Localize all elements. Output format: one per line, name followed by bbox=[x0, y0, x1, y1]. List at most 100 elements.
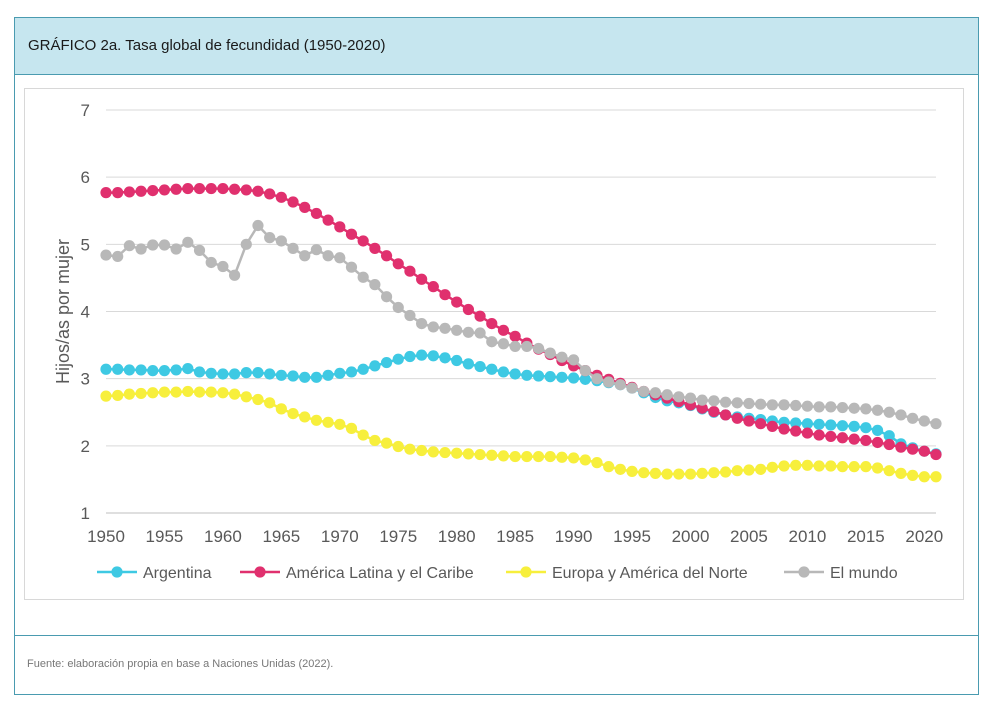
legend: Argentina América Latina y el Caribe Europ… bbox=[97, 565, 898, 582]
point-europa-y-america-del-norte-1996 bbox=[638, 467, 650, 479]
point-europa-y-america-del-norte-2003 bbox=[719, 466, 732, 478]
y-tick-7: 7 bbox=[81, 101, 90, 120]
point-europa-y-america-del-norte-1964 bbox=[264, 397, 276, 409]
point-europa-y-america-del-norte-1998 bbox=[661, 468, 673, 480]
legend-label-argentina: Argentina bbox=[143, 565, 212, 582]
point-el-mundo-1958 bbox=[193, 244, 206, 256]
point-europa-y-america-del-norte-1992 bbox=[591, 457, 603, 469]
point-argentina-1967 bbox=[299, 371, 311, 383]
point-argentina-1980 bbox=[451, 354, 463, 367]
point-america-latina-y-el-caribe-1979 bbox=[439, 289, 451, 301]
point-el-mundo-1981 bbox=[462, 326, 474, 338]
point-argentina-1972 bbox=[357, 363, 369, 375]
point-el-mundo-1986 bbox=[521, 340, 533, 353]
point-el-mundo-1991 bbox=[579, 365, 591, 377]
point-america-latina-y-el-caribe-1955 bbox=[158, 184, 171, 196]
point-argentina-1953 bbox=[135, 364, 147, 376]
point-el-mundo-2013 bbox=[836, 401, 849, 414]
point-europa-y-america-del-norte-2017 bbox=[883, 465, 895, 477]
point-argentina-2011 bbox=[813, 418, 825, 430]
legend-item-europa-y-america-del-norte: Europa y América del Norte bbox=[506, 565, 748, 582]
point-argentina-1965 bbox=[275, 369, 287, 381]
point-el-mundo-2015 bbox=[860, 403, 872, 415]
y-tick-3: 3 bbox=[81, 370, 90, 389]
point-europa-y-america-del-norte-2007 bbox=[766, 461, 778, 473]
point-el-mundo-1972 bbox=[357, 271, 369, 283]
series-group bbox=[100, 182, 942, 483]
point-europa-y-america-del-norte-1981 bbox=[462, 448, 474, 460]
point-america-latina-y-el-caribe-1961 bbox=[228, 183, 241, 195]
point-america-latina-y-el-caribe-1956 bbox=[170, 183, 182, 195]
point-america-latina-y-el-caribe-1978 bbox=[427, 281, 439, 293]
x-tick-1955: 1955 bbox=[146, 527, 184, 546]
point-america-latina-y-el-caribe-2005 bbox=[743, 415, 755, 427]
point-america-latina-y-el-caribe-1985 bbox=[509, 330, 521, 342]
point-europa-y-america-del-norte-1969 bbox=[322, 416, 334, 428]
point-europa-y-america-del-norte-1960 bbox=[217, 387, 229, 399]
y-tick-4: 4 bbox=[81, 303, 90, 322]
x-tick-1965: 1965 bbox=[262, 527, 300, 546]
point-argentina-1976 bbox=[404, 350, 416, 363]
point-america-latina-y-el-caribe-2010 bbox=[801, 427, 814, 439]
point-argentina-1991 bbox=[579, 373, 591, 385]
point-america-latina-y-el-caribe-1952 bbox=[123, 186, 135, 198]
point-el-mundo-1992 bbox=[591, 373, 603, 385]
series-line-america-latina-y-el-caribe bbox=[106, 187, 937, 456]
point-el-mundo-2003 bbox=[719, 396, 732, 408]
footer-divider bbox=[15, 635, 978, 636]
point-europa-y-america-del-norte-1965 bbox=[275, 403, 287, 415]
point-america-latina-y-el-caribe-1974 bbox=[380, 250, 393, 262]
point-el-mundo-2006 bbox=[755, 398, 767, 410]
point-europa-y-america-del-norte-1967 bbox=[299, 411, 311, 423]
point-el-mundo-2000 bbox=[684, 392, 697, 404]
point-el-mundo-1965 bbox=[275, 235, 287, 247]
point-europa-y-america-del-norte-1994 bbox=[614, 463, 626, 475]
point-argentina-1981 bbox=[462, 358, 474, 370]
point-europa-y-america-del-norte-1982 bbox=[474, 448, 486, 461]
point-argentina-1977 bbox=[416, 349, 428, 361]
point-europa-y-america-del-norte-2004 bbox=[731, 465, 743, 477]
point-el-mundo-1989 bbox=[556, 351, 568, 363]
chart-title: GRÁFICO 2a. Tasa global de fecundidad (1… bbox=[28, 37, 386, 54]
point-america-latina-y-el-caribe-1977 bbox=[416, 273, 428, 285]
point-europa-y-america-del-norte-1972 bbox=[357, 429, 369, 441]
source-note: Fuente: elaboración propia en base a Nac… bbox=[27, 658, 334, 670]
point-america-latina-y-el-caribe-2011 bbox=[813, 429, 825, 441]
series-europa-y-america-del-norte bbox=[100, 385, 942, 483]
x-tick-2010: 2010 bbox=[788, 527, 826, 546]
point-europa-y-america-del-norte-2009 bbox=[790, 459, 802, 471]
point-america-latina-y-el-caribe-1967 bbox=[299, 201, 311, 213]
point-argentina-2016 bbox=[871, 424, 884, 436]
point-el-mundo-1977 bbox=[416, 317, 428, 330]
point-argentina-1969 bbox=[322, 369, 334, 381]
point-europa-y-america-del-norte-1973 bbox=[369, 434, 381, 447]
point-europa-y-america-del-norte-1985 bbox=[509, 450, 521, 463]
point-america-latina-y-el-caribe-1965 bbox=[275, 191, 287, 203]
point-europa-y-america-del-norte-1958 bbox=[193, 386, 206, 398]
point-europa-y-america-del-norte-1950 bbox=[100, 390, 112, 402]
point-el-mundo-2008 bbox=[778, 399, 790, 411]
point-el-mundo-1954 bbox=[147, 239, 159, 251]
point-america-latina-y-el-caribe-1984 bbox=[497, 324, 510, 336]
point-el-mundo-1998 bbox=[661, 389, 673, 401]
point-europa-y-america-del-norte-1955 bbox=[158, 386, 171, 398]
point-europa-y-america-del-norte-1966 bbox=[287, 407, 299, 420]
y-tick-2: 2 bbox=[81, 437, 90, 456]
point-america-latina-y-el-caribe-1950 bbox=[100, 187, 112, 199]
x-tick-2015: 2015 bbox=[847, 527, 885, 546]
point-el-mundo-2002 bbox=[708, 395, 720, 407]
point-europa-y-america-del-norte-1993 bbox=[603, 461, 615, 473]
point-europa-y-america-del-norte-1968 bbox=[310, 414, 323, 426]
point-el-mundo-1978 bbox=[427, 321, 439, 333]
point-el-mundo-1961 bbox=[228, 269, 241, 281]
point-america-latina-y-el-caribe-1972 bbox=[357, 235, 369, 247]
point-europa-y-america-del-norte-2016 bbox=[871, 462, 884, 474]
point-el-mundo-1999 bbox=[673, 391, 685, 403]
point-america-latina-y-el-caribe-1962 bbox=[240, 184, 252, 196]
point-el-mundo-2016 bbox=[871, 404, 884, 416]
point-europa-y-america-del-norte-2002 bbox=[708, 467, 720, 479]
point-europa-y-america-del-norte-1956 bbox=[170, 386, 182, 398]
point-europa-y-america-del-norte-1995 bbox=[626, 465, 638, 477]
point-europa-y-america-del-norte-1991 bbox=[579, 454, 591, 466]
point-argentina-2015 bbox=[860, 422, 872, 434]
